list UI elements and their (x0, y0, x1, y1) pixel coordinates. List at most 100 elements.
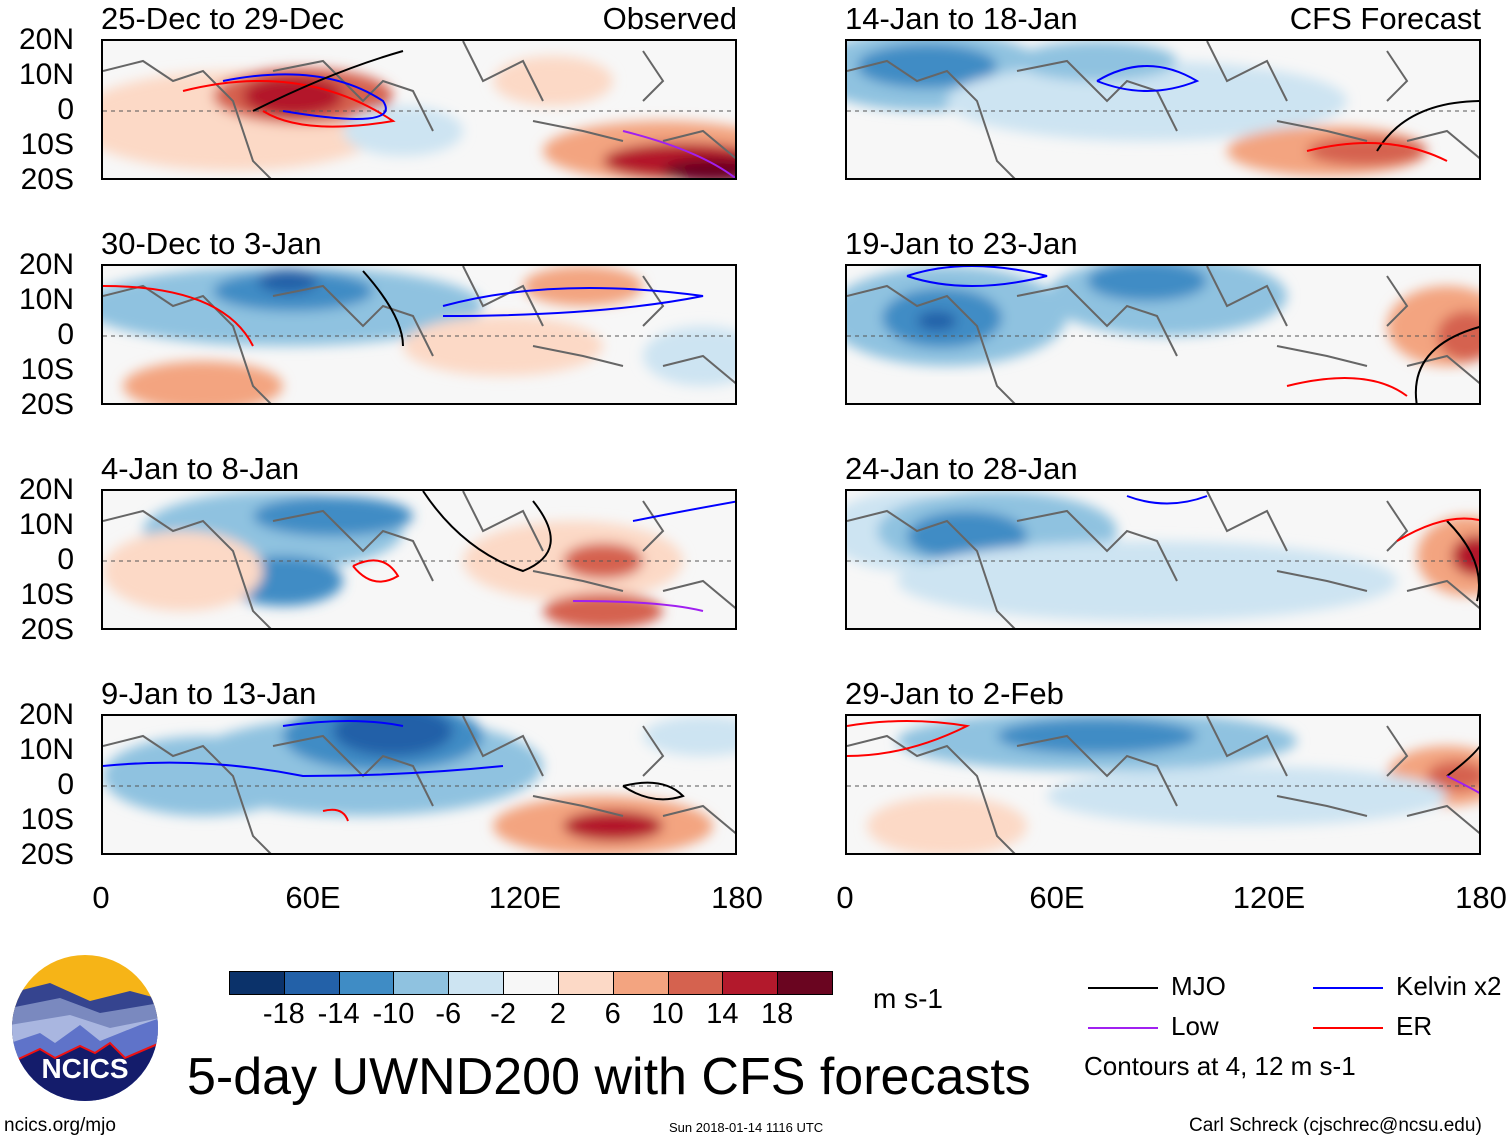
y-tick-label: 20N (18, 473, 74, 506)
colorbar-swatch (503, 971, 559, 995)
wind-anomaly-area (543, 593, 663, 628)
wind-anomaly-area (663, 159, 735, 178)
field-map (847, 716, 1479, 853)
coastline (103, 491, 735, 628)
legend-label: MJO (1171, 971, 1226, 1001)
contour-line (1286, 377, 1408, 397)
x-tick-label: 0 (836, 880, 854, 915)
wind-anomaly-area (867, 796, 1027, 853)
map-panel (101, 264, 737, 405)
colorbar-swatch (283, 971, 340, 995)
contour-line (622, 781, 685, 801)
contour-line (1446, 520, 1479, 602)
figure-title: 5-day UWND200 with CFS forecasts (187, 1048, 1031, 1106)
field-map (847, 41, 1479, 178)
x-tick-label: 180 (711, 880, 763, 915)
colorbar-swatch (393, 971, 450, 995)
colorbar-swatch (338, 971, 395, 995)
y-tick-label: 0 (57, 318, 74, 351)
wind-anomaly-area (1427, 761, 1479, 791)
y-tick-label: 20N (18, 698, 74, 731)
contour-line (847, 720, 971, 757)
legend-line (1088, 987, 1158, 989)
contour-line (1396, 517, 1479, 542)
panel-title: 24-Jan to 28-Jan (845, 451, 1078, 486)
wind-anomaly-area (523, 266, 643, 306)
field-map (103, 41, 735, 178)
map-panel (101, 489, 737, 630)
colorbar-swatch (448, 971, 505, 995)
wind-anomaly-area (1087, 266, 1207, 301)
coastline (103, 41, 735, 178)
y-tick-label: 20N (18, 248, 74, 281)
ncics-logo: NCICS (12, 955, 158, 1101)
colorbar-swatch (777, 971, 833, 995)
panel-title: 25-Dec to 29-Dec (101, 1, 344, 36)
wind-anomaly-area (917, 311, 957, 331)
y-tick-label: 10S (20, 128, 74, 161)
panel-source-label: Observed (602, 1, 737, 36)
colorbar-label: -2 (490, 998, 516, 1030)
contour-line (322, 808, 349, 822)
coastline (847, 266, 1479, 403)
wind-anomaly-area (258, 269, 318, 293)
contour-line (1414, 326, 1479, 403)
colorbar-label: 2 (549, 998, 566, 1030)
legend-line (1313, 1027, 1383, 1029)
y-tick-label: 10N (18, 733, 74, 766)
contour-line (103, 285, 254, 347)
x-tick-label: 0 (92, 880, 110, 915)
legend-line (1088, 1027, 1158, 1029)
contour-line (1446, 775, 1479, 794)
colorbar-swatch (557, 971, 614, 995)
footer-timestamp: Sun 2018-01-14 1116 UTC (669, 1120, 824, 1135)
y-tick-label: 20S (20, 613, 74, 646)
wind-anomaly-area (123, 361, 283, 403)
y-tick-label: 0 (57, 543, 74, 576)
y-tick-label: 10S (20, 803, 74, 836)
colorbar-label: -10 (372, 998, 415, 1030)
map-panel (845, 714, 1481, 855)
wind-anomaly-area (333, 716, 453, 756)
wind-anomaly-area (947, 61, 1347, 141)
field-map (847, 491, 1479, 628)
panel-source-label: CFS Forecast (1289, 1, 1481, 36)
panel-title: 9-Jan to 13-Jan (101, 676, 317, 711)
contour-line (1306, 142, 1448, 162)
contour-line (282, 720, 404, 727)
wind-anomaly-area (643, 326, 735, 386)
coastline (847, 716, 1479, 853)
contour-line (1376, 100, 1479, 152)
wind-anomaly-area (403, 316, 603, 376)
wind-anomaly-area (103, 736, 303, 816)
field-map (103, 266, 735, 403)
field-map (103, 491, 735, 628)
wind-anomaly-area (243, 76, 343, 116)
wind-anomaly-area (857, 44, 997, 88)
colorbar-label: -18 (262, 998, 305, 1030)
x-axis-right (0, 882, 1510, 916)
map-panel (101, 39, 737, 180)
legend-label: ER (1396, 1011, 1433, 1041)
footer-url[interactable]: ncics.org/mjo (4, 1115, 116, 1136)
y-tick-label: 20N (18, 23, 74, 56)
y-tick-label: 20S (20, 388, 74, 421)
colorbar-label: 14 (706, 998, 739, 1030)
wind-anomaly-area (343, 106, 463, 156)
panel-title: 14-Jan to 18-Jan (845, 1, 1078, 36)
map-panel (845, 39, 1481, 180)
y-tick-label: 0 (57, 93, 74, 126)
panel-title: 4-Jan to 8-Jan (101, 451, 300, 486)
coastline (103, 266, 735, 403)
x-tick-label: 120E (1232, 880, 1306, 915)
x-tick-label: 60E (285, 880, 341, 915)
contour-line (906, 266, 1048, 287)
contour-note: Contours at 4, 12 m s-1 (1084, 1051, 1356, 1081)
contour-line (1096, 65, 1200, 92)
wind-anomaly-area (563, 543, 643, 579)
coastline (847, 491, 1479, 628)
contour-line (572, 600, 704, 612)
legend-line (1313, 987, 1383, 989)
legend-label: Low (1171, 1011, 1219, 1041)
contour-line (442, 287, 704, 317)
